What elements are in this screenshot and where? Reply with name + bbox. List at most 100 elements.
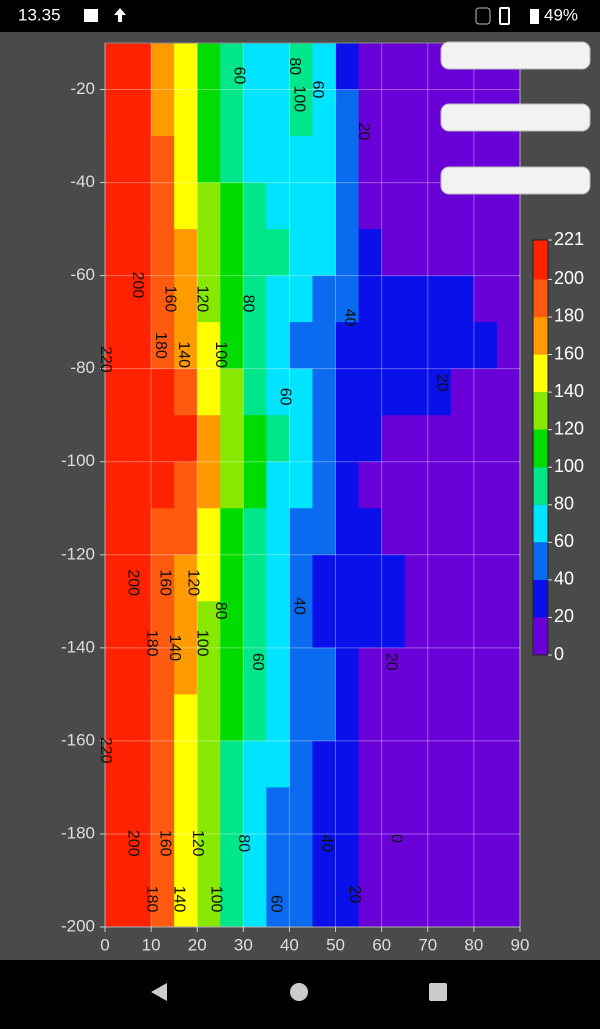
contour-cell	[243, 601, 267, 649]
contour-label: 80	[286, 57, 303, 75]
contour-cell	[220, 368, 244, 416]
contour-cell	[358, 787, 383, 835]
contour-cell	[381, 880, 406, 928]
contour-cell	[174, 601, 198, 649]
contour-cell	[312, 182, 337, 230]
contour-cell	[335, 461, 360, 509]
contour-cell	[427, 182, 452, 230]
x-tick-label: 50	[326, 935, 345, 954]
contour-cell	[473, 694, 498, 742]
colorbar-label: 120	[554, 418, 584, 438]
contour-cell	[243, 461, 267, 509]
contour-cell	[473, 275, 498, 323]
contour-label: 80	[240, 295, 257, 313]
contour-cell	[151, 647, 175, 695]
menu-button[interactable]	[440, 41, 591, 70]
contour-cell	[105, 275, 129, 323]
contour-cell	[335, 415, 360, 463]
contour-label: 220	[97, 737, 114, 764]
contour-cell	[243, 368, 267, 416]
contour-cell	[128, 415, 152, 463]
contour-cell	[174, 322, 198, 370]
contour-cell	[151, 880, 175, 928]
contour-cell	[289, 89, 313, 137]
contour-label: 180	[143, 886, 160, 913]
contour-cell	[289, 601, 313, 649]
back-button[interactable]	[151, 983, 167, 1001]
contour-cell	[197, 136, 221, 184]
colorbar-label: 0	[554, 644, 564, 664]
contour-cell	[450, 368, 475, 416]
contour-cell	[243, 647, 267, 695]
contour-cell	[473, 461, 498, 509]
contour-cell	[243, 229, 267, 277]
contour-cell	[105, 694, 129, 742]
contour-label: 100	[207, 886, 224, 913]
contour-cell	[358, 601, 383, 649]
contour-cell	[128, 229, 152, 277]
contour-label: 120	[189, 830, 206, 857]
colorbar-band	[533, 429, 548, 468]
contour-cell	[335, 833, 360, 881]
contour-cell	[312, 833, 337, 881]
contour-label: 120	[184, 569, 201, 596]
contour-cell	[220, 740, 244, 788]
contour-cell	[266, 833, 290, 881]
menu-button[interactable]	[440, 103, 591, 132]
contour-cell	[128, 136, 152, 184]
contour-cell	[197, 461, 221, 509]
contour-cell	[496, 740, 521, 788]
home-button[interactable]	[290, 983, 308, 1001]
contour-label: 140	[171, 886, 188, 913]
contour-label: 80	[235, 834, 252, 852]
x-tick-label: 80	[464, 935, 483, 954]
colorbar-label: 80	[554, 494, 574, 514]
contour-cell	[335, 275, 360, 323]
contour-cell	[358, 508, 383, 556]
contour-cell	[404, 182, 429, 230]
contour-cell	[151, 740, 175, 788]
contour-cell	[427, 461, 452, 509]
contour-cell	[335, 880, 360, 928]
contour-cell	[450, 740, 475, 788]
contour-cell	[335, 740, 360, 788]
colorbar-label: 100	[554, 456, 584, 476]
contour-label: 80	[212, 602, 229, 620]
contour-cell	[151, 415, 175, 463]
contour-cell	[312, 136, 337, 184]
contour-label: 200	[124, 569, 141, 596]
contour-cell	[404, 322, 429, 370]
contour-cell	[289, 833, 313, 881]
menu-button[interactable]	[440, 166, 591, 195]
recents-button[interactable]	[429, 983, 447, 1001]
contour-cell	[312, 554, 337, 602]
contour-cell	[174, 787, 198, 835]
contour-cell	[450, 415, 475, 463]
contour-cell	[289, 322, 313, 370]
contour-cell	[220, 415, 244, 463]
contour-cell	[496, 322, 521, 370]
contour-cell	[128, 833, 152, 881]
contour-cell	[335, 508, 360, 556]
colorbar-label: 140	[554, 381, 584, 401]
upload-icon	[114, 8, 126, 22]
contour-cell	[220, 43, 244, 91]
contour-cell	[335, 601, 360, 649]
colorbar-band	[533, 279, 548, 317]
contour-cell	[243, 694, 267, 742]
contour-cell	[289, 182, 313, 230]
contour-cell	[174, 508, 198, 556]
contour-cell	[473, 647, 498, 695]
contour-cell	[427, 601, 452, 649]
y-tick-label: -140	[61, 637, 95, 656]
contour-cell	[335, 647, 360, 695]
colorbar-label: 20	[554, 606, 574, 626]
contour-cell	[128, 275, 152, 323]
contour-cell	[243, 508, 267, 556]
contour-cell	[381, 368, 406, 416]
contour-cell	[128, 43, 152, 91]
colorbar-band	[533, 467, 548, 505]
contour-label: 60	[277, 388, 294, 406]
contour-cell	[289, 787, 313, 835]
